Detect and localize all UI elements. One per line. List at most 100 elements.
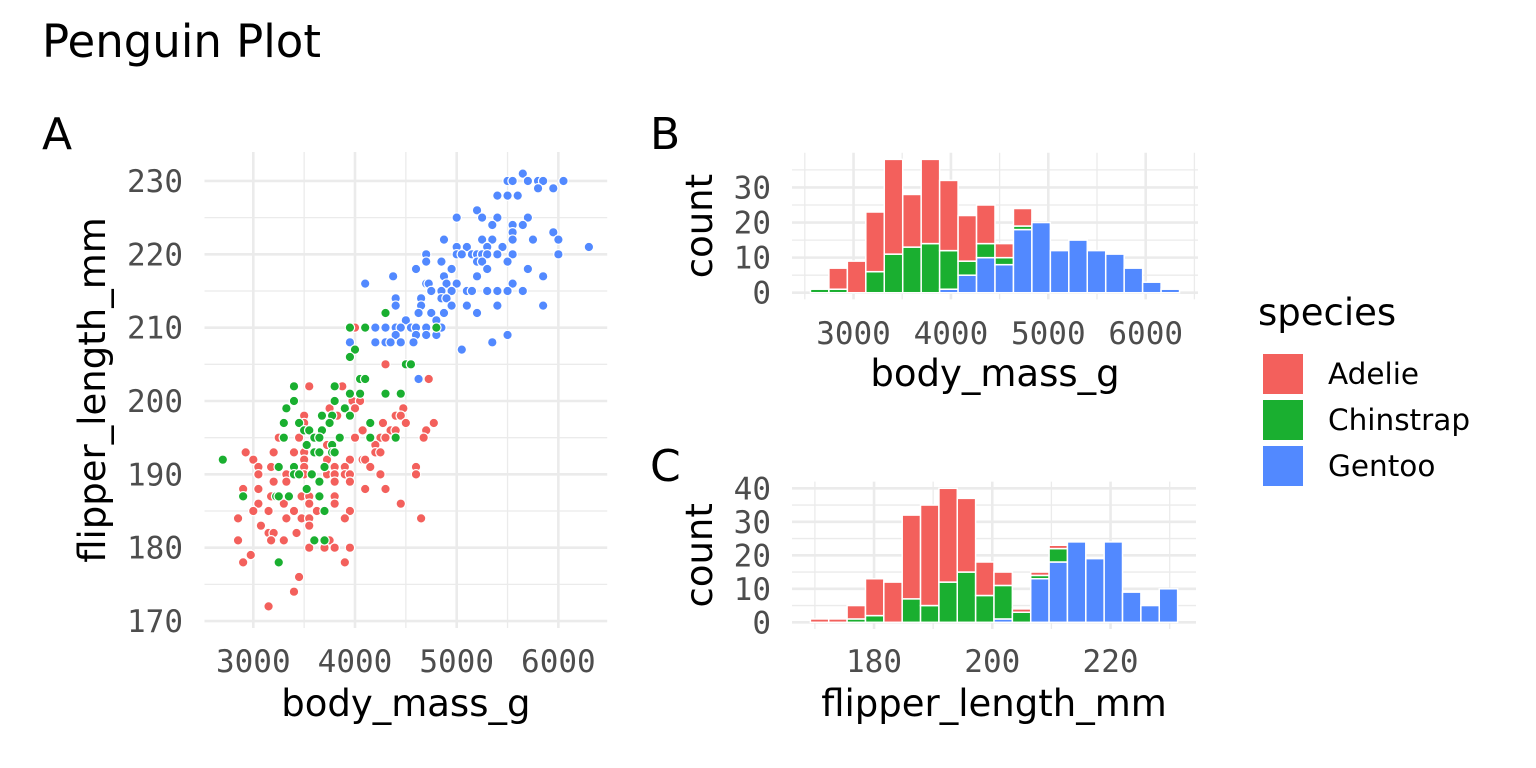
- histogram-bar-adelie: [994, 242, 1015, 259]
- scatter-point-chinstrap: [314, 476, 325, 487]
- histogram-bars: [809, 158, 1181, 294]
- scatter-point-gentoo: [446, 263, 457, 275]
- panel-tag-c: C: [650, 441, 681, 492]
- scatter-point-gentoo: [548, 183, 559, 194]
- scatter-point-gentoo: [502, 256, 513, 267]
- legend-label-gentoo: Gentoo: [1328, 449, 1435, 483]
- scatter-point-chinstrap: [217, 454, 229, 465]
- scatter-point-gentoo: [553, 234, 564, 245]
- scatter-point-chinstrap: [306, 469, 318, 480]
- scatter-point-gentoo: [502, 285, 513, 297]
- scatter-point-gentoo: [425, 307, 437, 319]
- histogram-bar-adelie: [957, 214, 978, 262]
- scatter-point-adelie: [303, 542, 315, 553]
- scatter-point-adelie: [344, 542, 356, 553]
- y-tick-label: 0: [752, 605, 771, 641]
- scatter-point-chinstrap: [301, 483, 313, 495]
- scatter-point-chinstrap: [278, 432, 290, 443]
- scatter-point-gentoo: [486, 234, 498, 245]
- histogram-bar-chinstrap: [901, 598, 922, 624]
- y-tick-label: 210: [127, 311, 183, 347]
- scatter-point-chinstrap: [334, 432, 346, 443]
- scatter-point-chinstrap: [319, 535, 330, 546]
- scatter-point-adelie: [288, 447, 300, 458]
- histogram-bar-gentoo: [1123, 267, 1144, 294]
- scatter-point-chinstrap: [278, 417, 290, 429]
- scatter-point-gentoo: [537, 271, 549, 282]
- scatter-point-adelie: [359, 483, 371, 495]
- x-tick-label: 200: [964, 644, 1020, 680]
- scatter-point-chinstrap: [344, 410, 356, 421]
- scatter-point-gentoo: [451, 212, 462, 223]
- scatter-point-chinstrap: [329, 447, 340, 458]
- scatter-point-gentoo: [481, 285, 493, 297]
- histogram-bar-chinstrap: [993, 584, 1014, 620]
- scatter-point-gentoo: [522, 212, 534, 223]
- scatter-point-gentoo: [471, 307, 483, 319]
- scatter-point-adelie: [344, 476, 356, 487]
- histogram-bar-chinstrap: [883, 253, 904, 294]
- histogram-bar-chinstrap: [938, 249, 959, 290]
- scatter-point-adelie: [380, 432, 391, 443]
- scatter-point-adelie: [293, 571, 305, 583]
- histogram-bar-adelie: [901, 193, 922, 248]
- histogram-bar-adelie: [938, 179, 959, 252]
- y-axis-title: count: [678, 503, 721, 607]
- scatter-point-gentoo: [532, 183, 544, 194]
- histogram-bar-chinstrap: [994, 256, 1015, 266]
- scatter-point-adelie: [329, 498, 340, 509]
- histogram-bar-adelie: [956, 497, 977, 573]
- histogram-bar-chinstrap: [920, 242, 941, 294]
- histogram-bar-gentoo: [1160, 288, 1181, 294]
- histogram-bar-chinstrap: [975, 242, 996, 259]
- scatter-point-gentoo: [408, 337, 419, 348]
- scatter-point-gentoo: [476, 256, 488, 267]
- y-tick-label: 20: [734, 206, 771, 242]
- histogram-bar-chinstrap: [974, 594, 995, 624]
- scatter-point-gentoo: [502, 190, 513, 201]
- scatter-point-gentoo: [436, 256, 447, 267]
- scatter-point-chinstrap: [344, 351, 356, 363]
- scatter-point-adelie: [377, 417, 389, 429]
- scatter-point-chinstrap: [390, 432, 401, 443]
- scatter-point-gentoo: [492, 190, 503, 201]
- scatter-point-gentoo: [471, 205, 483, 216]
- scatter-point-chinstrap: [281, 403, 292, 414]
- scatter-point-gentoo: [517, 285, 529, 297]
- scatter-point-adelie: [339, 513, 351, 524]
- scatter-point-gentoo: [446, 285, 457, 297]
- scatter-point-gentoo: [481, 263, 493, 275]
- y-tick-label: 40: [734, 471, 771, 507]
- scatter-point-adelie: [344, 505, 356, 517]
- histogram-bar-gentoo: [975, 256, 996, 294]
- scatter-point-gentoo: [410, 263, 422, 275]
- histogram-bar-adelie: [974, 561, 995, 597]
- scatter-point-chinstrap: [431, 322, 442, 333]
- scatter-point-chinstrap: [314, 447, 325, 458]
- histogram-bar-chinstrap: [919, 604, 940, 624]
- scatter-point-gentoo: [548, 227, 559, 238]
- histogram-bar-chinstrap: [865, 270, 886, 294]
- scatter-point-adelie: [380, 483, 391, 495]
- scatter-point-chinstrap: [316, 410, 328, 421]
- legend-item-adelie: Adelie: [1263, 354, 1419, 394]
- histogram-bar-adelie: [1012, 207, 1033, 227]
- scatter-point-gentoo: [512, 190, 524, 201]
- scatter-point-adelie: [423, 373, 435, 385]
- scatter-point-adelie: [395, 498, 407, 509]
- scatter-point-adelie: [253, 469, 264, 480]
- y-tick-label: 30: [734, 505, 771, 541]
- histogram-bar-gentoo: [1085, 557, 1105, 624]
- scatter-point-adelie: [303, 381, 315, 392]
- y-axis-title: count: [678, 174, 721, 278]
- scatter-point-adelie: [339, 557, 351, 568]
- histogram-bar-adelie: [938, 487, 959, 583]
- scatter-point-gentoo: [395, 337, 407, 348]
- scatter-point-chinstrap: [293, 469, 305, 480]
- scatter-point-gentoo: [507, 175, 518, 187]
- scatter-point-adelie: [428, 417, 440, 429]
- scatter-point-chinstrap: [329, 395, 340, 407]
- scatter-point-adelie: [265, 535, 277, 546]
- scatter-point-gentoo: [553, 249, 564, 260]
